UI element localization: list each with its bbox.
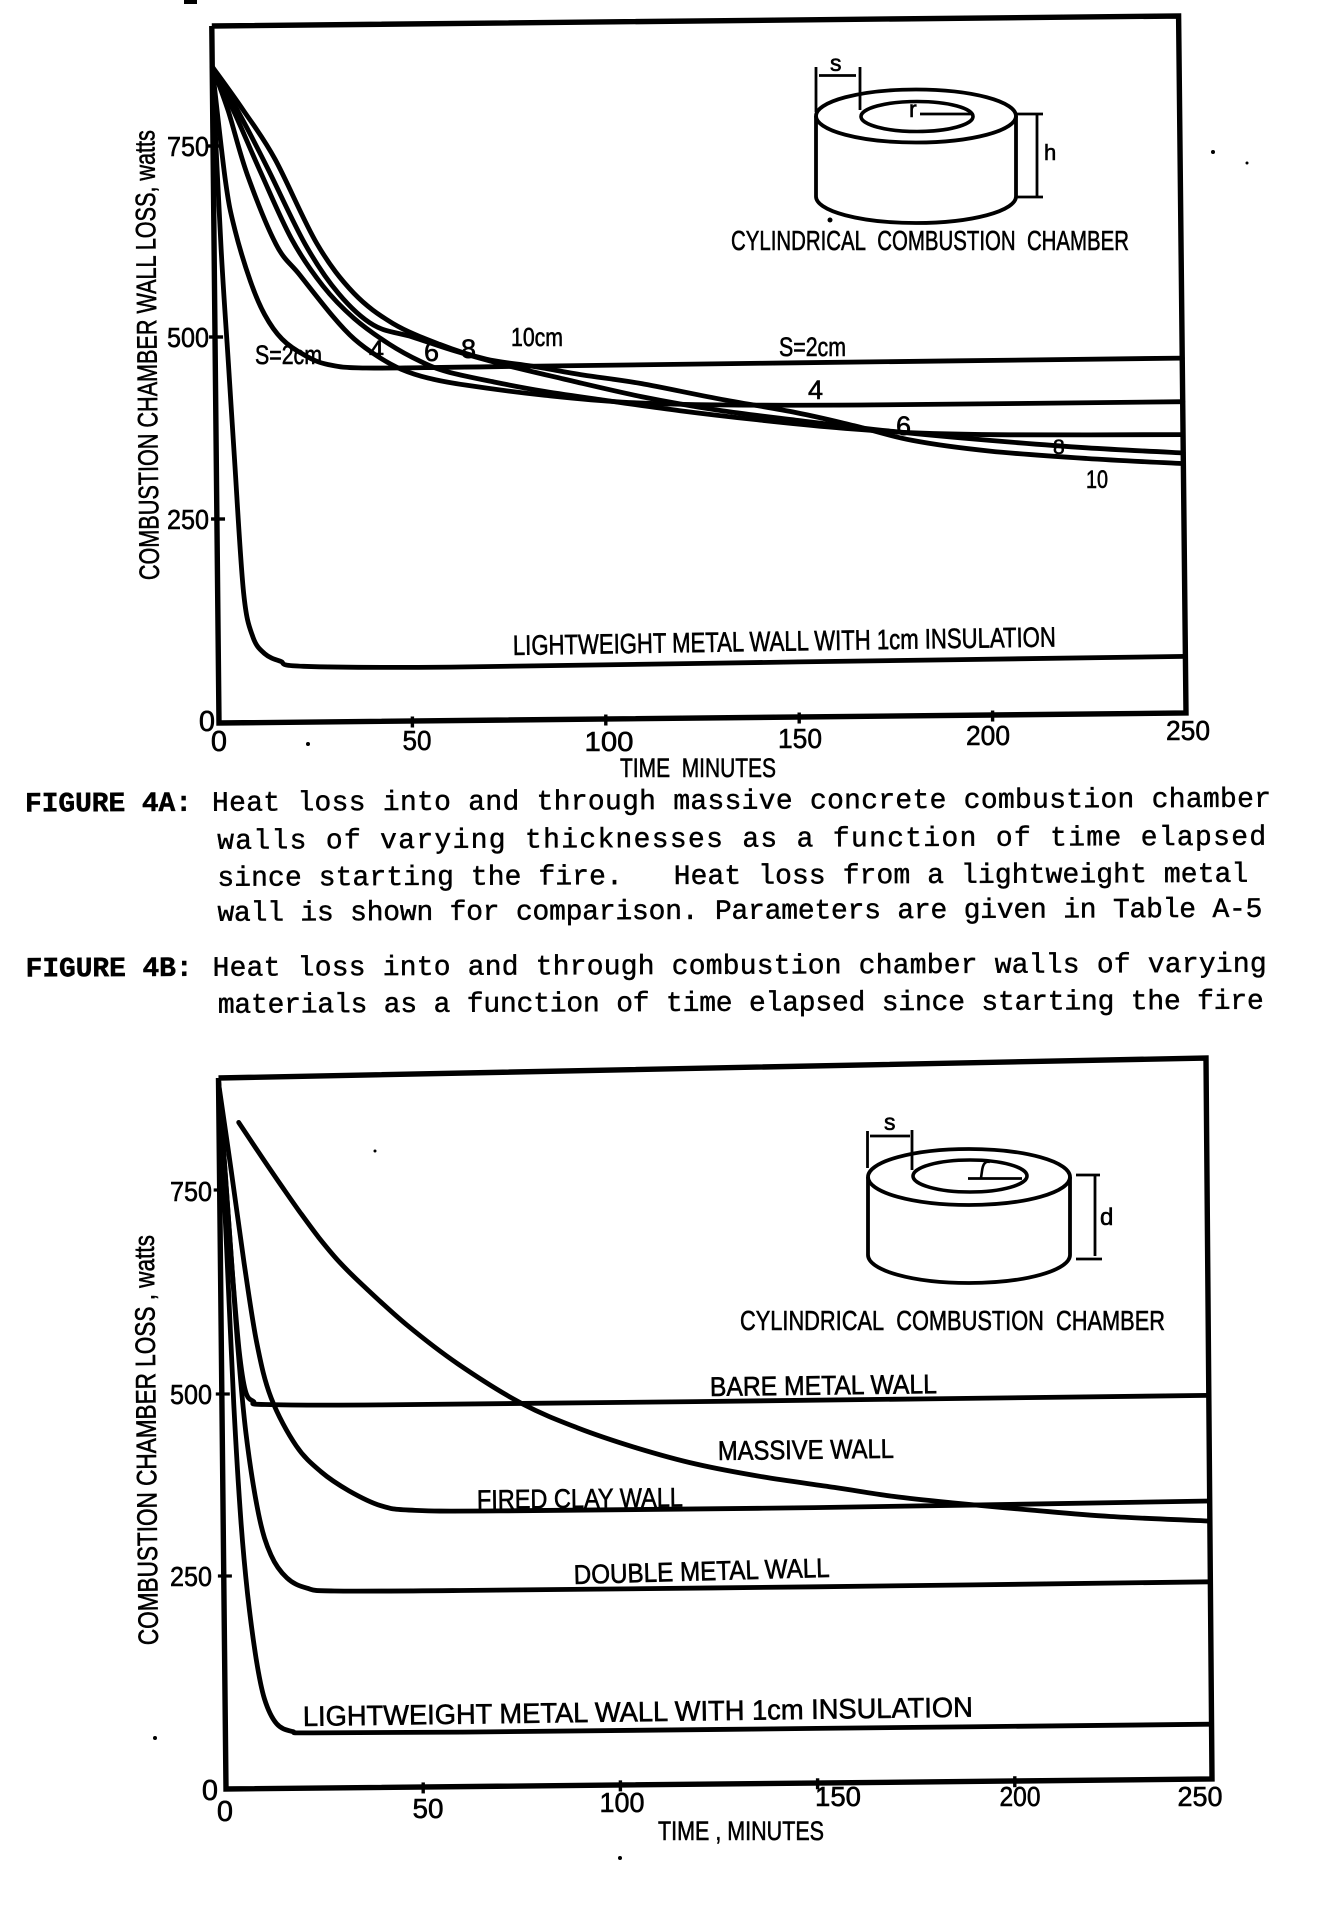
svg-text:TIME MINUTES: TIME MINUTES [620,753,776,783]
svg-text:750: 750 [167,131,209,162]
svg-text:0: 0 [199,706,215,738]
svg-text:TIME , MINUTES: TIME , MINUTES [658,1816,824,1846]
svg-text:6: 6 [424,337,439,367]
svg-text:150: 150 [815,1781,861,1812]
svg-text:DOUBLE METAL WALL: DOUBLE METAL WALL [573,1553,830,1590]
svg-text:8: 8 [1053,436,1065,459]
svg-text:50: 50 [403,725,432,756]
svg-text:200: 200 [1000,1781,1041,1812]
svg-text:10: 10 [1086,466,1108,494]
svg-text:CYLINDRICAL COMBUSTION CHAMB: CYLINDRICAL COMBUSTION CHAMBER [731,225,1129,256]
svg-text:S=2cm: S=2cm [255,340,322,370]
svg-text:4: 4 [369,335,384,365]
svg-text:10cm: 10cm [511,322,563,352]
svg-text:s: s [830,50,842,76]
svg-text:LIGHTWEIGHT METAL WALL WITH 1c: LIGHTWEIGHT METAL WALL WITH 1cm INSULATI… [513,621,1056,661]
svg-text:MASSIVE WALL: MASSIVE WALL [718,1434,894,1466]
svg-text:500: 500 [170,1379,212,1410]
svg-text:FIGURE 4B:: FIGURE 4B: [26,954,193,986]
svg-text:150: 150 [778,723,822,754]
svg-text:0: 0 [211,726,227,758]
svg-text:r: r [909,96,917,122]
svg-text:S=2cm: S=2cm [779,332,846,362]
svg-text:250: 250 [167,504,209,535]
svg-text:250: 250 [1178,1781,1223,1812]
svg-text:h: h [1044,140,1056,165]
svg-text:500: 500 [167,322,209,353]
svg-text:250: 250 [170,1561,212,1592]
svg-text:50: 50 [413,1793,444,1824]
svg-text:FIRED CLAY WALL: FIRED CLAY WALL [477,1482,683,1515]
svg-text:Heat loss into and through mas: Heat loss into and through massive concr… [212,785,1271,820]
svg-text:750: 750 [170,1176,212,1207]
svg-text:FIGURE 4A:: FIGURE 4A: [25,789,192,821]
svg-text:since starting the fire. Hea: since starting the fire. Heat loss from … [217,860,1248,895]
svg-text:COMBUSTION CHAMBER WALL LOSS,: COMBUSTION CHAMBER WALL LOSS, watts [129,130,165,580]
svg-text:6: 6 [896,411,911,441]
svg-text:d: d [1100,1204,1113,1231]
svg-text:LIGHTWEIGHT METAL WALL WITH 1c: LIGHTWEIGHT METAL WALL WITH 1cm INSULATI… [303,1692,973,1732]
svg-text:0: 0 [202,1775,218,1807]
svg-text:4: 4 [808,375,823,405]
svg-text:wall is shown for comparison.: wall is shown for comparison. Parameters… [217,895,1262,930]
svg-text:COMBUSTION CHAMBER LOSS , watt: COMBUSTION CHAMBER LOSS , watts [129,1235,164,1645]
svg-text:BARE METAL WALL: BARE METAL WALL [710,1369,937,1402]
svg-text:materials as a function of tim: materials as a function of time elapsed … [218,987,1264,1022]
svg-text:250: 250 [1166,715,1210,746]
svg-text:200: 200 [966,720,1010,751]
svg-text:s: s [884,1109,896,1135]
svg-text:Heat loss into and through com: Heat loss into and through combustion ch… [213,950,1267,985]
svg-text:walls of varying thicknesses a: walls of varying thicknesses as a functi… [217,823,1266,858]
svg-text:100: 100 [585,726,634,757]
svg-text:0: 0 [217,1796,233,1828]
svg-text:100: 100 [600,1787,645,1818]
svg-text:8: 8 [461,334,476,364]
svg-text:CYLINDRICAL COMBUSTION CHAMB: CYLINDRICAL COMBUSTION CHAMBER [740,1305,1165,1336]
